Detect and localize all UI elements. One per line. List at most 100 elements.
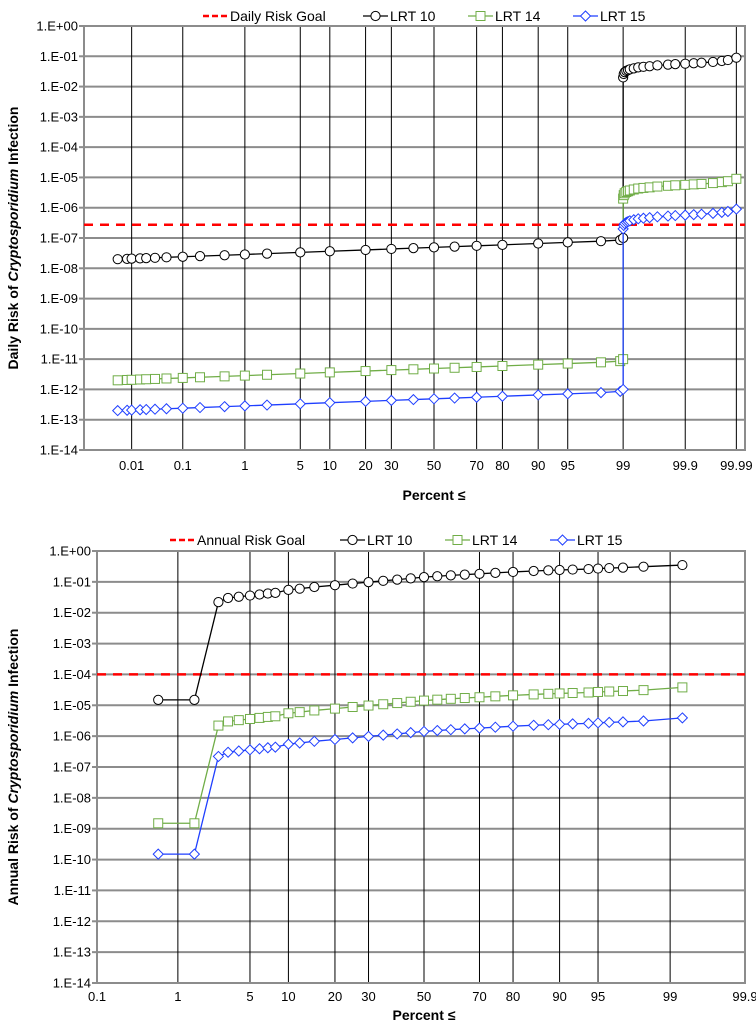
x-tick-label: 99 — [663, 989, 677, 1004]
data-point-diamond — [218, 400, 231, 413]
data-point-circle — [324, 246, 335, 257]
x-tick-label: 90 — [552, 989, 566, 1004]
data-point-square — [233, 715, 244, 726]
data-point-circle — [595, 236, 607, 247]
data-point-circle — [405, 573, 416, 584]
data-point-diamond — [261, 399, 273, 411]
data-point-circle — [177, 251, 188, 262]
y-tick-label: 1.E-03 — [53, 636, 91, 651]
data-point-circle — [474, 568, 485, 579]
data-point-diamond — [253, 743, 266, 755]
data-point-circle — [329, 580, 341, 591]
y-tick-label: 1.E-10 — [53, 852, 91, 867]
data-point-square — [432, 694, 443, 705]
data-point-circle — [567, 564, 578, 575]
data-point-square — [126, 374, 137, 385]
data-point-square — [677, 682, 688, 693]
data-point-diamond — [707, 207, 719, 220]
data-point-square — [347, 701, 358, 712]
data-point-diamond — [595, 386, 607, 399]
data-point-square — [604, 686, 615, 697]
data-point-square — [195, 372, 206, 383]
data-point-square — [471, 361, 482, 372]
data-point-circle — [222, 592, 234, 604]
data-point-circle — [445, 570, 456, 581]
y-axis-title: Annual Risk of Cryptosporidium Infection — [5, 629, 21, 906]
y-tick-label: 1.E-04 — [40, 140, 78, 155]
y-tick-label: 1.E-05 — [40, 170, 78, 185]
data-point-circle — [722, 54, 734, 66]
data-point-circle — [408, 243, 419, 254]
data-point-diamond — [617, 383, 629, 396]
data-point-diamond — [582, 717, 595, 730]
y-axis-title-italic: Cryptosporidium — [5, 691, 21, 804]
data-point-circle — [696, 57, 707, 68]
data-point-diamond — [362, 730, 375, 743]
series-line-lrt-15 — [158, 717, 683, 855]
data-point-diamond — [459, 723, 471, 735]
data-point-circle — [707, 56, 719, 68]
data-point-diamond — [579, 10, 592, 22]
data-point-square — [595, 357, 606, 368]
x-tick-label: 99.99 — [720, 458, 753, 473]
data-point-circle — [617, 562, 629, 573]
data-point-square — [707, 178, 718, 189]
data-point-square — [283, 708, 294, 719]
y-tick-label: 1.E-13 — [53, 945, 91, 960]
data-point-square — [445, 693, 456, 704]
data-point-circle — [239, 249, 250, 260]
x-axis-title: Percent ≤ — [393, 1007, 456, 1023]
data-point-diamond — [188, 848, 201, 860]
y-tick-label: 1.E-02 — [40, 79, 78, 94]
y-axis-title-italic: Cryptosporidium — [5, 169, 21, 282]
data-point-diamond — [140, 403, 152, 416]
data-point-circle — [418, 572, 430, 583]
data-point-circle — [370, 10, 381, 22]
data-point-square — [141, 374, 152, 385]
data-point-square — [593, 686, 604, 697]
data-point-circle — [604, 562, 615, 574]
data-point-square — [670, 180, 681, 191]
data-point-square — [223, 716, 234, 727]
data-point-diamond — [293, 737, 306, 749]
x-tick-label: 30 — [384, 458, 398, 473]
data-point-circle — [295, 247, 306, 258]
data-point-square — [112, 375, 123, 386]
x-tick-label: 10 — [323, 458, 337, 473]
data-point-circle — [533, 238, 544, 249]
data-point-square — [722, 176, 733, 187]
data-point-circle — [638, 561, 649, 572]
y-tick-label: 1.E-08 — [53, 790, 91, 805]
data-point-circle — [126, 253, 137, 264]
data-point-diamond — [651, 211, 664, 223]
data-point-diamond — [269, 741, 282, 753]
data-point-square — [696, 178, 707, 189]
data-point-square — [177, 372, 188, 383]
data-point-square — [638, 685, 649, 696]
x-tick-label: 70 — [469, 458, 483, 473]
x-tick-label: 30 — [361, 989, 375, 1004]
data-point-diamond — [308, 735, 321, 748]
data-point-circle — [233, 591, 244, 602]
x-tick-label: 20 — [358, 458, 372, 473]
data-point-square — [475, 11, 486, 21]
x-tick-label: 70 — [472, 989, 486, 1004]
data-point-square — [329, 703, 340, 714]
y-tick-label: 1.E-03 — [40, 109, 78, 124]
data-point-circle — [347, 534, 358, 546]
data-point-diamond — [722, 205, 734, 218]
data-point-circle — [528, 565, 539, 577]
data-point-square — [449, 362, 460, 373]
data-point-square — [219, 371, 230, 382]
annual-risk-chart: 1.E+00 1.E-01 1.E-02 1.E-03 1.E-04 1.E-05 1.E-… — [5, 532, 756, 1023]
data-point-diamond — [294, 398, 306, 410]
data-point-diamond — [324, 396, 336, 409]
y-axis-title: Daily Risk of Cryptosporidium Infection — [5, 107, 21, 370]
data-point-circle — [497, 239, 508, 250]
y-axis-title-prefix: Daily Risk of — [5, 282, 21, 370]
data-point-circle — [219, 250, 230, 261]
y-tick-label: 1.E-12 — [53, 914, 91, 929]
data-point-square — [617, 686, 628, 697]
data-point-square — [562, 358, 573, 369]
